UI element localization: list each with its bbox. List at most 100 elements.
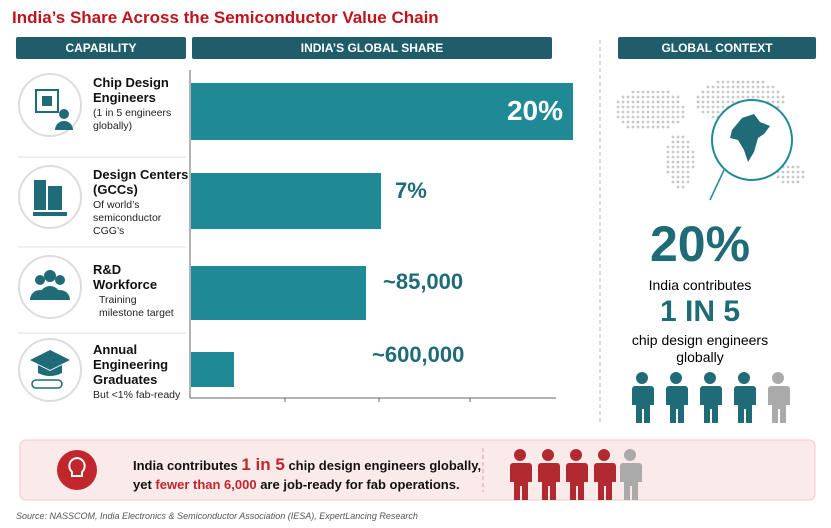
row-text: R&D Workforce Training milestone target — [93, 262, 174, 320]
map-dot — [621, 105, 625, 109]
banner-line: India contributes 1 in 5 chip design eng… — [133, 455, 481, 475]
row-subtitle: Of world’s semiconductor CGG’s — [93, 199, 188, 238]
map-dot — [691, 165, 695, 169]
map-dot — [796, 180, 800, 184]
value-label: 7% — [395, 178, 427, 203]
map-dot — [741, 95, 745, 99]
map-dot — [776, 90, 780, 94]
map-dot — [671, 105, 675, 109]
map-dot — [711, 100, 715, 104]
pointer — [709, 169, 725, 201]
map-dot — [616, 110, 620, 114]
map-dot — [776, 175, 780, 179]
map-dot — [661, 95, 665, 99]
map-dot — [731, 80, 735, 84]
map-dot — [681, 110, 685, 114]
map-dot — [791, 165, 795, 169]
map-dot — [646, 115, 650, 119]
bars — [191, 83, 573, 387]
map-dot — [781, 175, 785, 179]
map-dot — [676, 170, 680, 174]
map-dot — [621, 95, 625, 99]
map-dot — [621, 115, 625, 119]
map-dot — [711, 105, 715, 109]
map-dot — [731, 85, 735, 89]
map-dot — [686, 155, 690, 159]
map-dot — [651, 100, 655, 104]
map-dot — [671, 100, 675, 104]
map-dot — [791, 175, 795, 179]
row-title: Workforce — [93, 277, 158, 292]
map-dot — [686, 140, 690, 144]
map-dot — [746, 90, 750, 94]
line: CGG’s — [93, 225, 125, 237]
axis — [189, 70, 556, 402]
map-dot — [666, 170, 670, 174]
map-dot — [676, 185, 680, 189]
map-dot — [736, 95, 740, 99]
map-dot — [646, 110, 650, 114]
map-dot — [646, 95, 650, 99]
ratio: 1 IN 5 — [659, 295, 741, 328]
map-dot — [736, 85, 740, 89]
map-dot — [736, 80, 740, 84]
map-dot — [701, 110, 705, 114]
map-dot — [691, 155, 695, 159]
map-dot — [771, 85, 775, 89]
map-dot — [656, 90, 660, 94]
map-dot — [671, 165, 675, 169]
map-dot — [731, 95, 735, 99]
map-dot — [776, 95, 780, 99]
map-dot — [711, 115, 715, 119]
map-dot — [661, 115, 665, 119]
map-dot — [636, 95, 640, 99]
map-dot — [626, 110, 630, 114]
map-dot — [631, 105, 635, 109]
map-dot — [726, 80, 730, 84]
map-dot — [766, 95, 770, 99]
india-shape — [730, 114, 770, 162]
map-dot — [781, 95, 785, 99]
map-dot — [686, 145, 690, 149]
map-dot — [706, 90, 710, 94]
map-dot — [686, 150, 690, 154]
map-dot — [746, 95, 750, 99]
map-dot — [671, 120, 675, 124]
map-dot — [696, 105, 700, 109]
row-text: Chip Design Engineers (1 in 5 engineers glo… — [93, 75, 171, 133]
map-dot — [746, 80, 750, 84]
context-text: India contributes — [648, 277, 752, 293]
map-dot — [711, 110, 715, 114]
map-dot — [666, 160, 670, 164]
row-title: Annual — [93, 342, 138, 357]
map-dot — [726, 100, 730, 104]
map-dot — [666, 90, 670, 94]
map-dot — [686, 180, 690, 184]
map-dot — [666, 120, 670, 124]
map-dot — [666, 150, 670, 154]
map-dot — [666, 115, 670, 119]
map-dot — [661, 110, 665, 114]
map-dot — [666, 155, 670, 159]
map-dot — [661, 100, 665, 104]
map-dot — [651, 110, 655, 114]
map-dot — [646, 125, 650, 129]
map-dot — [686, 165, 690, 169]
map-dot — [671, 140, 675, 144]
map-dot — [756, 85, 760, 89]
map-dot — [626, 120, 630, 124]
map-dot — [786, 175, 790, 179]
map-dot — [776, 105, 780, 109]
map-dot — [701, 90, 705, 94]
map-dot — [666, 95, 670, 99]
map-dot — [626, 105, 630, 109]
source: Source: NASSCOM, India Electronics & Sem… — [16, 511, 418, 521]
map-dot — [641, 105, 645, 109]
map-dot — [691, 160, 695, 164]
map-dot — [801, 170, 805, 174]
map-dot — [716, 105, 720, 109]
bulb-icon — [57, 450, 97, 490]
map-dot — [696, 95, 700, 99]
line: (1 in 5 engineers — [93, 107, 172, 119]
map-dot — [721, 105, 725, 109]
